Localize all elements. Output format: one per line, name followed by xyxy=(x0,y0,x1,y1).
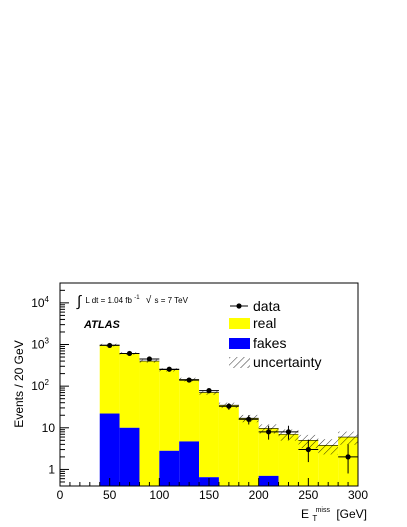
legend-label-fakes: fakes xyxy=(253,335,286,351)
x-tick-label: 0 xyxy=(57,488,64,502)
real-bar xyxy=(318,445,339,486)
data-points xyxy=(99,342,358,474)
y-axis-title: Events / 20 GeV xyxy=(12,340,26,427)
data-point xyxy=(126,350,133,357)
data-marker-icon xyxy=(236,303,242,309)
x-axis-title-main: E xyxy=(301,507,309,521)
data-point xyxy=(146,356,152,362)
real-bar xyxy=(238,418,259,486)
real-bar xyxy=(298,440,319,486)
data-point xyxy=(226,403,232,409)
lumi-annotation: ∫ L dt = 1.04 fb -1 √ s = 7 TeV xyxy=(76,292,189,310)
fakes-bar xyxy=(258,475,279,486)
data-point xyxy=(345,454,351,460)
sqrt-symbol: √ xyxy=(146,294,152,306)
fakes-bar xyxy=(99,413,120,486)
fakes-bar xyxy=(159,450,180,486)
real-bar xyxy=(199,392,219,478)
x-tick-label: 250 xyxy=(298,488,318,502)
real-bar xyxy=(179,379,200,442)
data-point xyxy=(285,429,292,435)
fakes-bar xyxy=(179,441,200,486)
x-tick-label: 100 xyxy=(149,488,169,502)
data-point xyxy=(166,366,172,372)
y-tick-label: 1 xyxy=(48,462,55,476)
data-point xyxy=(206,388,212,394)
lumi-exponent: -1 xyxy=(134,295,140,301)
real-bar xyxy=(139,361,160,486)
plot-frame: 0 50 100 150 200 250 300 1 10 102 103 104 xyxy=(31,282,368,502)
x-tick-label: 50 xyxy=(103,488,117,502)
x-tick-label: 150 xyxy=(199,488,219,502)
lumi-integral-symbol: ∫ xyxy=(76,293,83,310)
fakes-swatch xyxy=(229,338,250,349)
experiment-label: ATLAS xyxy=(83,319,121,331)
x-axis-title-sub: T xyxy=(312,514,317,523)
y-tick-label: 104 xyxy=(31,295,49,310)
uncertainty-band xyxy=(318,439,339,455)
real-bar xyxy=(258,428,279,476)
data-point xyxy=(246,416,252,422)
legend-entry-real: real xyxy=(229,315,276,331)
legend-label-data: data xyxy=(253,298,280,314)
data-point xyxy=(266,429,272,435)
legend: data real fakes uncertainty xyxy=(229,298,321,370)
uncertainty-band xyxy=(338,431,358,445)
data-point xyxy=(107,342,113,349)
real-bar xyxy=(218,405,239,486)
x-axis-title: E T miss [GeV] xyxy=(301,501,367,524)
x-tick-label: 200 xyxy=(249,488,269,502)
x-axis-title-unit: [GeV] xyxy=(336,507,367,521)
y-tick-label: 102 xyxy=(31,378,49,393)
x-tick-label: 300 xyxy=(348,488,368,502)
real-bar xyxy=(99,345,120,414)
legend-entry-fakes: fakes xyxy=(229,335,286,351)
uncertainty-swatch xyxy=(229,357,250,368)
y-tick-label: 10 xyxy=(42,421,56,435)
lumi-text: L dt = 1.04 fb xyxy=(85,296,132,305)
real-bar xyxy=(159,369,180,451)
real-bar xyxy=(119,353,140,428)
data-point xyxy=(305,446,311,453)
real-bar xyxy=(278,434,299,486)
legend-label-uncertainty: uncertainty xyxy=(253,354,321,370)
histogram-stack xyxy=(99,343,358,486)
legend-label-real: real xyxy=(253,315,276,331)
data-point xyxy=(186,377,192,383)
legend-entry-uncertainty: uncertainty xyxy=(229,354,321,370)
real-swatch xyxy=(229,318,250,329)
y-tick-label: 103 xyxy=(31,337,49,352)
fakes-bar xyxy=(119,427,140,486)
legend-entry-data: data xyxy=(230,298,280,314)
energy-text: s = 7 TeV xyxy=(155,296,189,305)
x-axis-title-sup: miss xyxy=(316,507,331,514)
